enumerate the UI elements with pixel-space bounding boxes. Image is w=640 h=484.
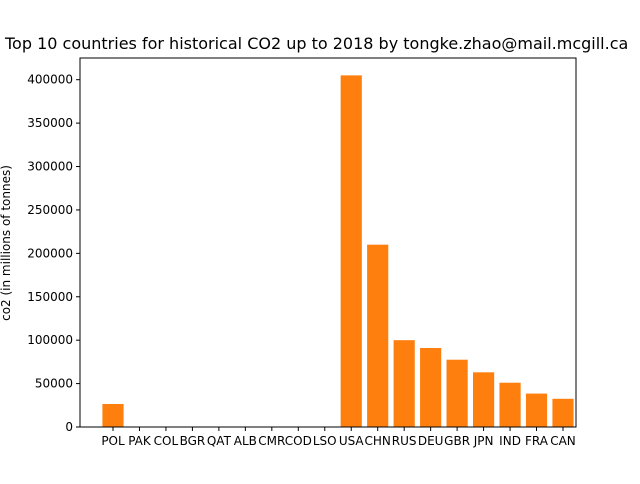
bar-deu	[420, 347, 442, 427]
plot-area	[102, 75, 574, 427]
x-tick-label: QAT	[207, 434, 232, 448]
x-axis: POL PAK COL BGR QAT ALB CMR COD LSO USA CHN RUS DEU G…	[101, 427, 576, 448]
y-axis-label: co2 (in millions of tonnes)	[0, 165, 13, 321]
plot-frame	[79, 57, 577, 428]
x-tick-label: DEU	[418, 434, 444, 448]
chart-title: Top 10 countries for historical CO2 up t…	[4, 34, 628, 53]
x-tick-label: LSO	[313, 434, 337, 448]
y-tick-label: 400000	[27, 73, 73, 87]
y-tick-label: 100000	[27, 333, 73, 347]
bar-rus	[393, 340, 415, 427]
bar-can	[552, 398, 574, 427]
x-tick-label: FRA	[525, 434, 549, 448]
x-tick-label: PAK	[128, 434, 152, 448]
bar-jpn	[473, 372, 495, 427]
x-tick-label: COD	[285, 434, 312, 448]
bar-usa	[340, 75, 362, 427]
y-tick-label: 300000	[27, 160, 73, 174]
bar-gbr	[446, 359, 468, 427]
x-tick-label: BGR	[180, 434, 206, 448]
x-tick-label: POL	[101, 434, 125, 448]
bar-pol	[102, 403, 124, 427]
y-tick-label: 50000	[35, 377, 73, 391]
y-tick-label: 200000	[27, 246, 73, 260]
x-tick-label: IND	[499, 434, 521, 448]
x-tick-label: COL	[154, 434, 179, 448]
x-tick-label: ALB	[234, 434, 257, 448]
x-tick-label: RUS	[392, 434, 417, 448]
x-tick-label: GBR	[444, 434, 470, 448]
y-tick-label: 350000	[27, 116, 73, 130]
y-tick-label: 150000	[27, 290, 73, 304]
y-tick-label: 0	[65, 420, 73, 434]
x-tick-label: CHN	[365, 434, 391, 448]
y-axis: 0 50000 100000 150000 200000 250000 300000 3500…	[27, 73, 80, 434]
x-tick-label: USA	[339, 434, 365, 448]
bar-fra	[525, 393, 548, 427]
y-tick-label: 250000	[27, 203, 73, 217]
bar-ind	[499, 382, 521, 427]
x-tick-label: CAN	[550, 434, 576, 448]
x-tick-label: CMR	[258, 434, 285, 448]
x-tick-label: JPN	[473, 434, 494, 448]
bar-chn	[367, 244, 389, 427]
